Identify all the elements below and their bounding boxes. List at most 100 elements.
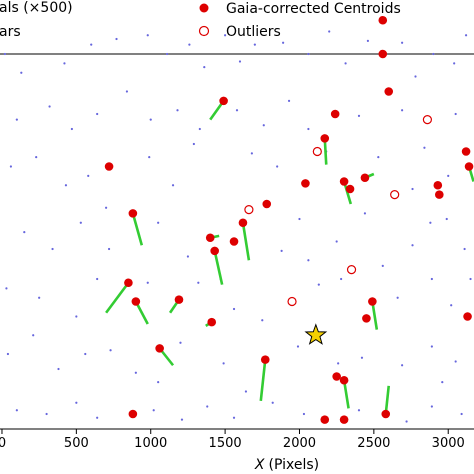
field-star-68 [5,287,8,290]
x-tick-label-3000: 3000 [432,436,465,451]
residual-vectors [105,100,474,415]
field-star-23 [48,105,51,108]
legend-outliers-swatch [198,25,210,37]
outlier-3 [346,265,357,275]
field-star-112 [441,381,444,384]
field-star-54 [23,231,26,234]
field-star-48 [298,217,301,221]
residual-vector-12 [259,359,267,402]
field-star-10 [238,60,242,63]
field-star-3 [90,43,93,46]
centroid-11 [155,344,164,353]
x-axis-title: X (Pixels) [254,457,319,473]
field-star-109 [405,420,408,423]
field-star-24 [70,127,73,131]
field-star-63 [335,240,338,243]
legend-outliers-label: Outliers [226,24,281,40]
legend-centroids-label: Gaia-corrected Centroids [226,1,401,17]
field-star-87 [109,349,112,352]
field-star-50 [377,156,380,159]
field-star-95 [401,364,404,367]
field-star-19 [432,52,435,56]
field-star-94 [360,356,364,359]
x-tick-label-1000: 1000 [134,436,167,451]
centroid-18 [339,177,349,186]
centroid-24 [433,180,443,190]
field-star-82 [469,277,472,281]
legend: als (×500) ars Gaia-corrected Centroids … [0,0,401,40]
field-star-14 [328,30,331,33]
x-axis-ticks: 0 500 1000 1500 2000 2500 3000 [0,429,465,451]
outlier-markers [244,115,432,307]
field-star-92 [296,345,300,348]
field-star-57 [107,247,111,251]
field-star-27 [149,118,152,121]
field-star-41 [87,174,90,177]
field-star-1 [20,71,23,74]
outlier-0 [287,296,297,307]
field-star-106 [271,401,274,404]
centroid-34 [339,415,349,424]
residual-vector-5 [213,250,224,285]
centroid-6 [229,237,239,246]
field-star-70 [75,315,78,318]
field-star-44 [171,184,175,187]
field-star-99 [45,412,48,416]
centroid-17 [345,184,355,194]
centroid-26 [464,162,474,171]
field-star-67 [463,247,466,251]
centroid-3 [238,218,248,228]
centroid-28 [368,297,377,306]
centroid-4 [205,233,215,243]
field-star-0 [3,52,7,56]
centroid-20 [301,179,310,188]
field-star-21 [464,34,468,37]
field-star-36 [423,146,426,149]
field-star-20 [453,62,456,65]
centroid-16 [330,109,340,119]
field-star-15 [344,62,347,65]
field-star-7 [188,43,191,46]
field-star-8 [203,66,206,69]
field-star-79 [396,296,399,299]
field-star-5 [146,34,149,37]
field-star-65 [411,244,414,247]
field-star-51 [411,187,414,191]
centroid-27 [435,190,444,199]
centroid-9 [174,295,184,304]
field-star-62 [307,259,310,262]
field-star-100 [75,401,78,404]
field-star-39 [35,156,38,159]
field-star-4 [115,37,118,41]
centroid-35 [463,312,472,321]
field-star-28 [176,109,179,112]
field-star-89 [179,341,182,344]
x-tick-label-2500: 2500 [357,436,390,451]
field-star-25 [96,112,99,116]
centroid-8 [131,297,141,306]
x-tick-label-500: 500 [64,436,89,451]
field-star-38 [9,165,12,168]
field-star-2 [63,62,66,65]
centroid-14 [262,199,272,209]
centroid-7 [124,278,133,288]
centroid-22 [378,49,388,59]
field-star-81 [450,304,453,307]
field-star-74 [232,307,236,311]
field-star-52 [429,221,432,224]
field-star-17 [401,41,404,44]
outlier-2 [390,190,400,200]
centroid-13 [128,409,138,419]
centroid-19 [360,173,370,183]
field-star-78 [381,264,384,267]
residual-vector-3 [241,222,251,261]
field-star-104 [206,405,209,408]
field-star-34 [357,114,361,117]
field-star-73 [197,281,200,284]
centroid-1 [104,162,114,171]
field-star-91 [244,390,248,393]
centroid-5 [210,246,219,256]
field-star-59 [186,255,190,258]
centroid-10 [207,317,217,327]
